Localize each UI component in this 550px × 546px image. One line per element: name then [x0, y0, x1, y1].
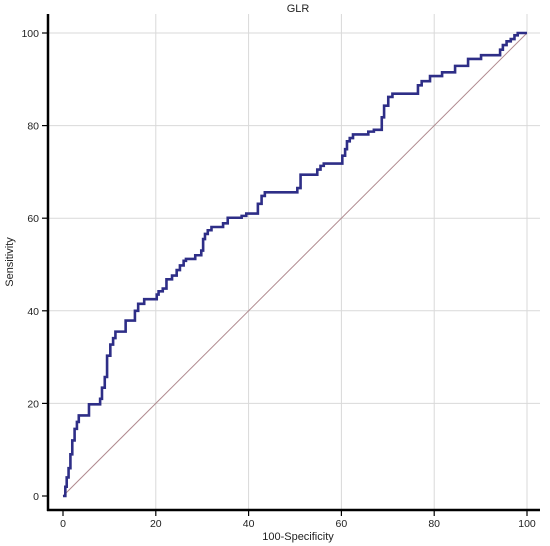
- x-tick-label: 60: [336, 518, 348, 530]
- y-tick-label: 20: [27, 398, 39, 410]
- grid-lines: [48, 14, 540, 510]
- roc-curve-line: [63, 31, 527, 498]
- axes: [46, 14, 540, 512]
- y-tick-label: 0: [33, 491, 39, 503]
- tick-marks: [42, 32, 528, 516]
- y-axis-title: Sensitivity: [4, 237, 16, 287]
- reference-diagonal-line: [62, 32, 528, 497]
- x-tick-label: 100: [518, 518, 536, 530]
- x-tick-label: 80: [428, 518, 440, 530]
- x-tick-labels: 0 20 40 60 80 100: [60, 518, 536, 530]
- y-tick-label: 100: [21, 28, 39, 40]
- y-tick-labels: 0 20 40 60 80 100: [21, 28, 39, 503]
- x-tick-label: 40: [243, 518, 255, 530]
- chart-title: GLR: [287, 3, 310, 15]
- y-tick-label: 40: [27, 306, 39, 318]
- x-tick-label: 20: [150, 518, 162, 530]
- x-tick-label: 0: [60, 518, 66, 530]
- y-tick-label: 80: [27, 121, 39, 133]
- x-axis-title: 100-Specificity: [262, 531, 334, 543]
- y-tick-label: 60: [27, 213, 39, 225]
